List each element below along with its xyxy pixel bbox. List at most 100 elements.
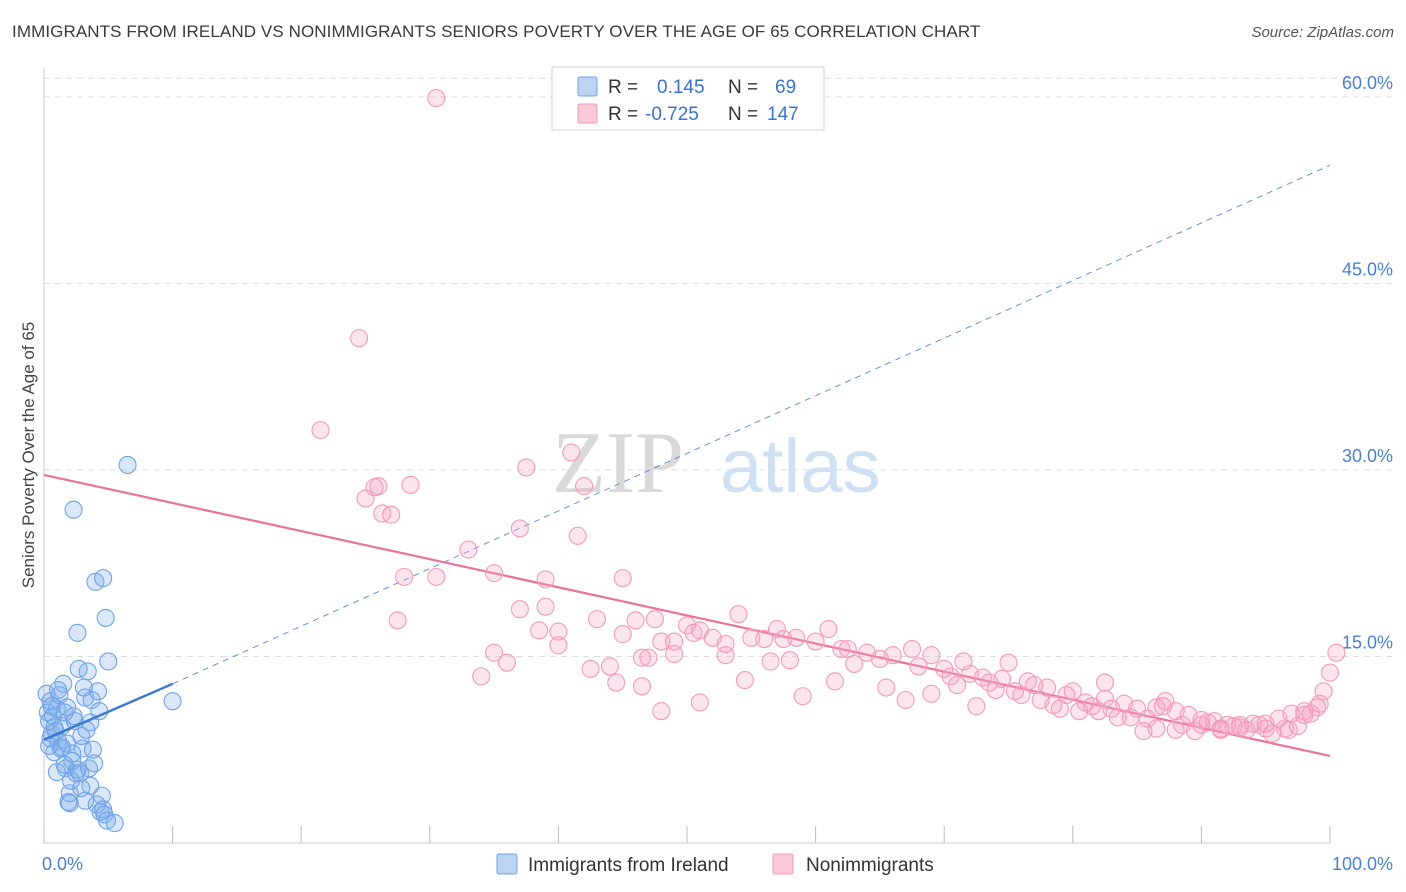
legend-n-value-1: 69 <box>775 77 796 98</box>
data-point-nonimmigrants <box>517 458 536 477</box>
data-point-ireland <box>85 754 104 773</box>
data-point-nonimmigrants <box>645 610 664 629</box>
data-point-nonimmigrants <box>1083 697 1102 716</box>
data-point-nonimmigrants <box>1025 676 1044 695</box>
data-point-nonimmigrants <box>652 632 671 651</box>
data-point-nonimmigrants <box>993 669 1012 688</box>
data-point-ireland <box>92 786 111 805</box>
data-point-nonimmigrants <box>587 610 607 629</box>
data-point-nonimmigrants <box>632 677 652 696</box>
data-point-nonimmigrants <box>665 644 684 664</box>
data-point-nonimmigrants <box>1279 720 1298 739</box>
data-point-nonimmigrants <box>497 653 517 672</box>
data-point-nonimmigrants <box>1250 715 1269 734</box>
data-point-ireland <box>64 500 83 519</box>
data-point-nonimmigrants <box>1095 673 1114 692</box>
data-point-nonimmigrants <box>356 489 375 508</box>
data-point-nonimmigrants <box>639 648 658 667</box>
data-point-nonimmigrants <box>948 676 967 695</box>
data-point-nonimmigrants <box>311 421 330 440</box>
data-point-nonimmigrants <box>1156 692 1175 711</box>
data-point-nonimmigrants <box>613 625 632 644</box>
legend-bottom-label-nonimmigrants: Nonimmigrants <box>806 855 934 876</box>
data-point-nonimmigrants <box>581 659 600 678</box>
data-point-nonimmigrants <box>1211 720 1230 739</box>
data-point-ireland <box>49 680 68 700</box>
data-point-nonimmigrants <box>1295 705 1314 724</box>
legend-series: Immigrants from Ireland Nonimmigrants <box>496 853 934 876</box>
data-point-nonimmigrants <box>1301 704 1320 723</box>
data-point-nonimmigrants <box>472 667 491 686</box>
legend-n-value-2: 147 <box>767 104 799 125</box>
data-point-nonimmigrants <box>536 570 555 589</box>
legend-stats: R = 0.145 N = 69 R = -0.725 N = 147 <box>551 66 825 131</box>
data-point-nonimmigrants <box>780 651 799 670</box>
data-point-ireland <box>163 692 182 711</box>
chart-source: Source: ZipAtlas.com <box>1251 24 1394 41</box>
data-point-nonimmigrants <box>902 639 922 659</box>
data-point-nonimmigrants <box>652 702 671 721</box>
chart-title: IMMIGRANTS FROM IRELAND VS NONIMMIGRANTS… <box>12 22 981 41</box>
x-tick-label: 100.0% <box>1332 854 1393 874</box>
data-point-nonimmigrants <box>935 659 954 678</box>
data-point-nonimmigrants <box>1230 718 1250 737</box>
data-point-nonimmigrants <box>485 564 504 583</box>
data-point-nonimmigrants <box>1121 708 1140 727</box>
data-point-nonimmigrants <box>877 678 896 697</box>
data-point-nonimmigrants <box>600 657 619 676</box>
data-point-ireland <box>58 698 77 717</box>
data-point-nonimmigrants <box>1005 682 1024 701</box>
data-point-nonimmigrants <box>510 519 529 538</box>
data-point-nonimmigrants <box>825 672 844 691</box>
data-point-nonimmigrants <box>510 600 529 619</box>
data-point-ireland <box>72 779 91 798</box>
gridlines <box>44 77 1394 657</box>
x-tick-label: 0.0% <box>42 854 83 874</box>
series-ireland-points <box>37 455 182 833</box>
data-point-nonimmigrants <box>735 671 754 690</box>
data-point-nonimmigrants <box>427 567 446 586</box>
watermark-zip: ZIP <box>552 415 684 512</box>
data-point-nonimmigrants <box>845 654 864 673</box>
legend-r-label-1: R = <box>608 77 638 98</box>
data-point-nonimmigrants <box>922 684 941 703</box>
data-point-nonimmigrants <box>575 477 594 496</box>
data-point-nonimmigrants <box>427 89 446 108</box>
data-point-ireland <box>118 455 137 475</box>
trend-line-ireland <box>43 682 174 741</box>
data-point-nonimmigrants <box>485 643 504 662</box>
watermark: ZIP atlas <box>552 415 881 512</box>
data-point-nonimmigrants <box>401 475 420 494</box>
data-point-nonimmigrants <box>729 605 748 624</box>
data-point-ireland <box>63 744 82 763</box>
data-point-nonimmigrants <box>665 632 684 651</box>
data-point-nonimmigrants <box>832 639 851 659</box>
data-point-nonimmigrants <box>1138 709 1157 728</box>
data-point-nonimmigrants <box>382 505 401 524</box>
data-point-nonimmigrants <box>896 690 915 710</box>
legend-n-label-2: N = <box>728 104 758 125</box>
data-point-nonimmigrants <box>350 329 369 348</box>
tick-labels: 15.0% 30.0% 45.0% 60.0% 0.0% 100.0% <box>42 73 1393 874</box>
legend-bottom-swatch-ireland <box>496 853 518 875</box>
data-point-nonimmigrants <box>632 648 652 667</box>
data-point-nonimmigrants <box>787 628 806 647</box>
data-point-nonimmigrants <box>761 652 780 671</box>
data-point-ireland <box>47 763 66 782</box>
y-tick-label: 60.0% <box>1342 73 1393 93</box>
data-point-nonimmigrants <box>549 622 568 641</box>
data-point-nonimmigrants <box>909 657 928 676</box>
data-point-nonimmigrants <box>806 632 825 651</box>
data-point-nonimmigrants <box>530 621 549 640</box>
data-point-nonimmigrants <box>1102 699 1121 718</box>
legend-swatch-ireland <box>577 76 598 97</box>
data-point-ireland <box>96 608 115 627</box>
data-point-nonimmigrants <box>1320 663 1340 682</box>
data-point-ireland <box>105 814 124 833</box>
y-tick-label: 15.0% <box>1342 632 1393 652</box>
watermark-atlas: atlas <box>720 424 881 509</box>
data-point-nonimmigrants <box>607 673 626 692</box>
data-point-nonimmigrants <box>838 639 857 659</box>
y-axis-label: Seniors Poverty Over the Age of 65 <box>19 322 38 588</box>
